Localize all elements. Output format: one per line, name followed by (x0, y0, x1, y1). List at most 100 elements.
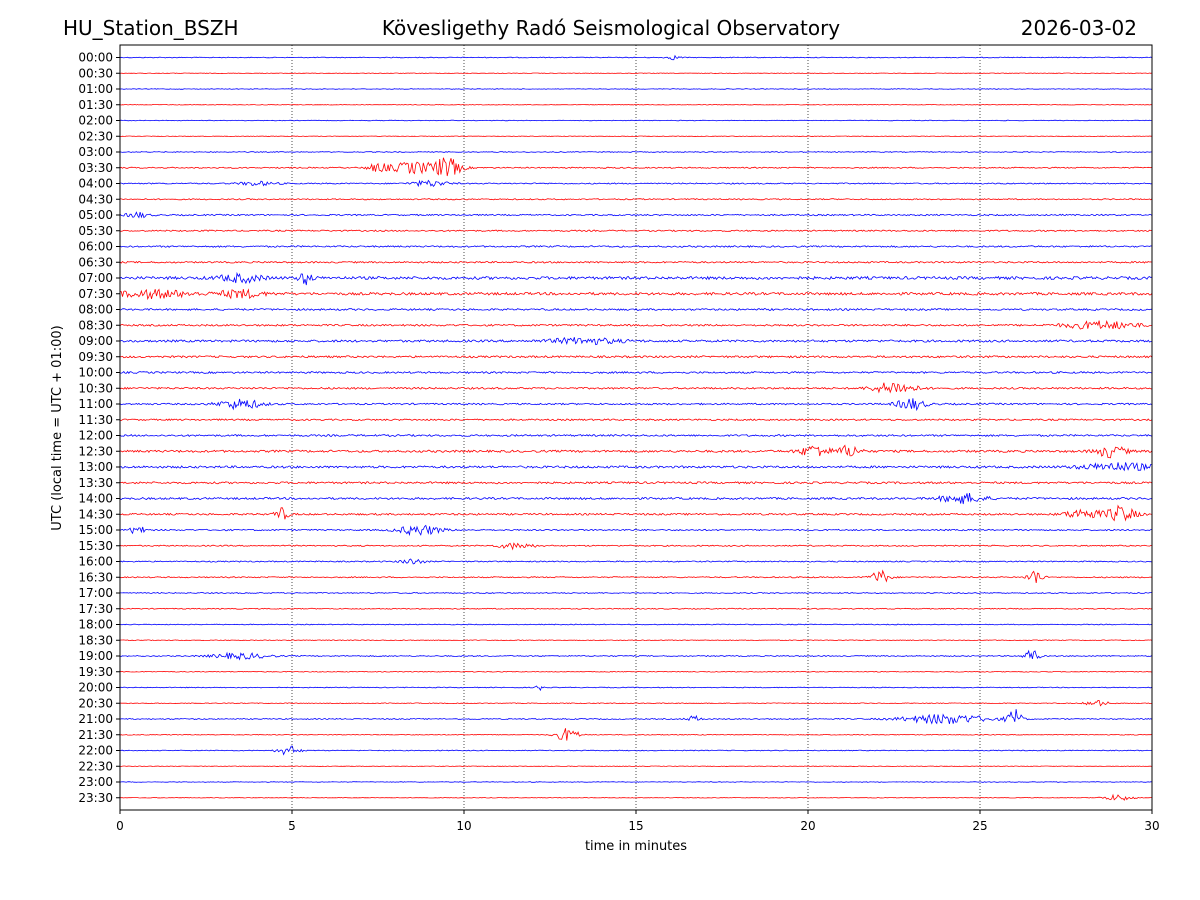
chart-title: Kövesligethy Radó Seismological Observat… (382, 16, 840, 40)
y-tick-label: 02:30 (78, 129, 113, 143)
trace-1330 (119, 481, 1153, 485)
trace-0400 (119, 179, 1153, 188)
trace-0300 (119, 151, 1153, 153)
trace-2300 (119, 781, 1152, 783)
y-tick-label: 19:30 (78, 665, 113, 679)
y-tick-label: 06:00 (78, 240, 113, 254)
y-tick-label: 05:00 (78, 208, 113, 222)
trace-1900 (119, 649, 1153, 661)
y-tick-label: 08:00 (78, 303, 113, 317)
y-tick-label: 20:30 (78, 696, 113, 710)
trace-2000 (120, 685, 1153, 692)
trace-1600 (119, 558, 1153, 565)
trace-0100 (119, 88, 1153, 90)
trace-1100 (119, 398, 1153, 412)
trace-1730 (119, 607, 1153, 610)
y-tick-label: 04:00 (78, 177, 113, 191)
trace-0600 (119, 245, 1153, 248)
station-name: HU_Station_BSZH (63, 16, 239, 40)
y-tick-label: 18:00 (78, 618, 113, 632)
trace-2030 (119, 699, 1153, 707)
trace-0800 (119, 307, 1153, 312)
trace-1030 (119, 382, 1153, 394)
trace-0900 (119, 336, 1153, 346)
y-tick-label: 10:30 (78, 381, 113, 395)
y-tick-label: 23:30 (78, 791, 113, 805)
y-tick-label: 22:30 (78, 759, 113, 773)
y-tick-label: 11:00 (78, 397, 113, 411)
trace-1800 (119, 623, 1153, 626)
y-tick-label: 01:30 (78, 98, 113, 112)
y-tick-label: 16:30 (78, 570, 113, 584)
chart-date: 2026-03-02 (1021, 16, 1137, 40)
x-ticks: 0 5 10 15 20 25 30 (116, 810, 1160, 833)
trace-2230 (120, 765, 1153, 767)
plot-frame (119, 44, 1153, 811)
y-tick-label: 13:00 (78, 460, 113, 474)
trace-0500 (119, 211, 1153, 219)
y-tick-label: 19:00 (78, 649, 113, 663)
y-tick-label: 20:00 (78, 681, 113, 695)
y-tick-label: 00:00 (78, 51, 113, 65)
trace-0230 (119, 135, 1152, 137)
trace-0630 (119, 260, 1153, 264)
trace-1430 (119, 504, 1153, 522)
y-axis-label: UTC (local time = UTC + 01:00) (50, 325, 65, 530)
trace-1400 (119, 493, 1153, 505)
x-axis-label: time in minutes (585, 839, 687, 854)
trace-1530 (119, 542, 1153, 551)
y-tick-label: 11:30 (78, 413, 113, 427)
trace-0330 (119, 157, 1153, 177)
y-tick-label: 13:30 (78, 476, 113, 490)
y-tick-label: 12:00 (78, 429, 113, 443)
trace-0130 (119, 104, 1153, 106)
trace-1930 (119, 670, 1153, 673)
x-tick-label: 20 (800, 819, 815, 833)
trace-1300 (119, 462, 1153, 472)
trace-0430 (119, 198, 1153, 201)
trace-1830 (119, 639, 1153, 642)
y-tick-label: 07:30 (78, 287, 113, 301)
x-tick-label: 30 (1144, 819, 1159, 833)
trace-1700 (119, 591, 1152, 594)
y-tick-label: 09:30 (78, 350, 113, 364)
trace-2200 (119, 745, 1153, 756)
trace-0700 (119, 271, 1153, 286)
y-tick-label: 09:00 (78, 334, 113, 348)
y-tick-label: 18:30 (78, 633, 113, 647)
y-tick-label: 23:00 (78, 775, 113, 789)
y-tick-label: 12:30 (78, 444, 113, 458)
trace-0000 (119, 54, 1153, 61)
trace-2100 (119, 709, 1153, 725)
trace-0830 (119, 320, 1152, 330)
x-tick-label: 10 (456, 819, 471, 833)
y-tick-label: 05:30 (78, 224, 113, 238)
y-tick-label: 17:00 (78, 586, 113, 600)
y-tick-label: 21:30 (78, 728, 113, 742)
y-tick-label: 01:00 (78, 82, 113, 96)
y-tick-label: 03:30 (78, 161, 113, 175)
trace-1230 (119, 444, 1153, 459)
trace-1630 (119, 569, 1152, 583)
y-tick-label: 07:00 (78, 271, 113, 285)
y-tick-label: 15:30 (78, 539, 113, 553)
y-tick-label: 04:30 (78, 192, 113, 206)
y-tick-label: 00:30 (78, 66, 113, 80)
y-tick-label: 15:00 (78, 523, 113, 537)
y-tick-label: 17:30 (78, 602, 113, 616)
y-tick-label: 14:30 (78, 507, 113, 521)
y-tick-label: 10:00 (78, 366, 113, 380)
x-tick-label: 0 (116, 819, 124, 833)
trace-0930 (119, 355, 1153, 359)
trace-1200 (119, 433, 1153, 438)
y-tick-label: 14:00 (78, 492, 113, 506)
trace-0730 (120, 288, 1153, 301)
y-tick-label: 16:00 (78, 555, 113, 569)
x-tick-label: 5 (288, 819, 296, 833)
seismic-traces (119, 54, 1153, 801)
x-tick-label: 15 (628, 819, 643, 833)
trace-2130 (119, 728, 1153, 741)
